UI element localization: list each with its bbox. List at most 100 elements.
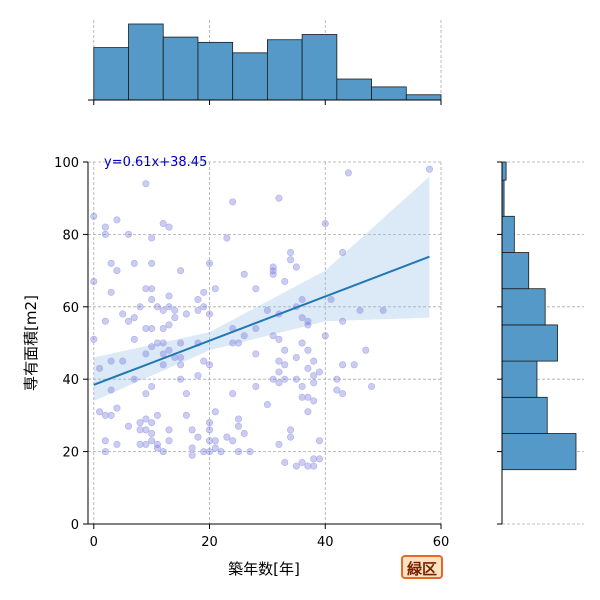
scatter-point <box>200 448 208 456</box>
scatter-point <box>101 411 109 419</box>
x-tick-label: 60 <box>433 535 450 550</box>
regression-line-path <box>93 255 430 386</box>
scatter-point <box>107 411 115 419</box>
scatter-point <box>148 429 156 437</box>
scatter-point <box>206 361 214 369</box>
scatter-point <box>159 220 167 228</box>
scatter-point <box>159 306 167 314</box>
scatter-point <box>171 314 179 322</box>
scatter-point <box>206 448 214 456</box>
scatter-point <box>298 382 306 390</box>
district-badge: 緑区 <box>401 555 443 579</box>
scatter-point <box>263 306 271 314</box>
scatter-point <box>130 314 138 322</box>
y-tick-label: 100 <box>54 156 79 171</box>
scatter-point <box>275 357 283 365</box>
scatter-point <box>142 285 150 293</box>
scatter-point <box>234 339 242 347</box>
scatter-point <box>315 368 323 376</box>
x-tick-label: 0 <box>90 535 98 550</box>
scatter-point <box>177 375 185 383</box>
scatter-point <box>240 332 248 340</box>
right-hist-bar <box>501 161 507 181</box>
scatter-point <box>304 317 312 325</box>
scatter-point <box>304 321 312 329</box>
scatter-point <box>101 223 109 231</box>
scatter-point <box>275 379 283 387</box>
scatter-point <box>194 306 202 314</box>
scatter-point <box>310 397 318 405</box>
scatter-point <box>107 357 115 365</box>
scatter-point <box>159 350 167 358</box>
scatter-point <box>229 390 237 398</box>
scatter-point <box>379 306 387 314</box>
scatter-point <box>182 390 190 398</box>
scatter-point <box>281 458 289 466</box>
scatter-point <box>287 433 295 441</box>
scatter-point <box>234 448 242 456</box>
scatter-point <box>188 444 196 452</box>
scatter-point <box>136 303 144 311</box>
scatter-point <box>275 440 283 448</box>
scatter-point <box>107 386 115 394</box>
scatter-point <box>148 437 156 445</box>
scatter-point <box>333 386 341 394</box>
right-hist-bar <box>501 396 548 434</box>
scatter-point <box>240 270 248 278</box>
scatter-point <box>142 415 150 423</box>
scatter-point <box>159 339 167 347</box>
scatter-point <box>350 361 358 369</box>
scatter-point <box>315 437 323 445</box>
scatter-point <box>206 419 214 427</box>
scatter-point <box>362 346 370 354</box>
y-tick-label: 60 <box>62 301 79 316</box>
scatter-point <box>177 353 185 361</box>
top-hist-bar <box>301 34 338 101</box>
top-hist-bar <box>266 39 303 101</box>
scatter-point <box>188 426 196 434</box>
scatter-point <box>200 288 208 296</box>
scatter-point <box>298 296 306 304</box>
scatter-point <box>136 426 144 434</box>
scatter-point <box>107 288 115 296</box>
scatter-point <box>281 375 289 383</box>
tick-labels: 0 20 40 60 0 20 40 60 80 100 <box>54 156 449 550</box>
scatter-point <box>321 332 329 340</box>
scatter-point <box>136 419 144 427</box>
scatter-point <box>200 357 208 365</box>
scatter-point <box>130 375 138 383</box>
right-hist-bar <box>501 215 515 253</box>
top-hist-bar <box>162 36 199 101</box>
scatter-point <box>211 285 219 293</box>
scatter-point <box>246 448 254 456</box>
scatter-point <box>206 426 214 434</box>
scatter-point <box>153 444 161 452</box>
scatter-point <box>339 390 347 398</box>
scatter-point <box>292 353 300 361</box>
scatter-point <box>119 357 127 365</box>
scatter-point <box>269 375 277 383</box>
scatter-point <box>344 169 352 177</box>
scatter-point <box>142 325 150 333</box>
scatter-point <box>315 455 323 463</box>
scatter-point <box>287 256 295 264</box>
scatter-point <box>113 404 121 412</box>
scatter-point <box>101 230 109 238</box>
top-hist-bar <box>128 23 164 101</box>
scatter-point <box>194 296 202 304</box>
scatter-point <box>223 234 231 242</box>
right-histogram <box>497 161 584 525</box>
scatter-point <box>229 198 237 206</box>
scatter-point <box>142 180 150 188</box>
scatter-point <box>252 285 260 293</box>
y-tick-label: 80 <box>62 228 79 243</box>
scatter-point <box>425 165 433 173</box>
scatter-point <box>200 303 208 311</box>
scatter-point <box>177 267 185 275</box>
scatter-point <box>252 350 260 358</box>
scatter-point <box>165 292 173 300</box>
scatter-point <box>292 462 300 470</box>
scatter-point <box>142 440 150 448</box>
scatter-point <box>206 437 214 445</box>
